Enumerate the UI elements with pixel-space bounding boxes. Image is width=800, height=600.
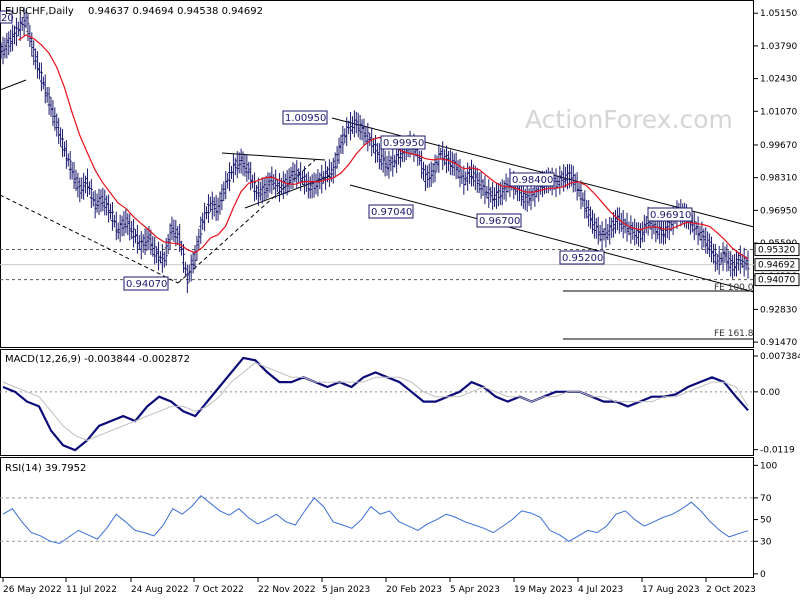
annotation-label: 0.95200 — [562, 253, 603, 264]
macd-y-tick-label: -0.0119 — [760, 446, 795, 456]
annotation-box — [368, 204, 414, 219]
corner-label: 20 — [1, 13, 14, 24]
macd-line — [2, 356, 749, 452]
x-tick-label: 22 Nov 2022 — [258, 585, 316, 595]
annotation-box — [476, 213, 522, 228]
y-tick-label: 0.91470 — [760, 338, 797, 348]
y-tick-label: 1.03790 — [760, 42, 797, 52]
rsi-y-tick-label: 50 — [760, 516, 772, 526]
y-tick-label: 1.01070 — [760, 107, 797, 117]
early-trendline — [0, 79, 27, 91]
rsi-title: RSI(14) 39.7952 — [5, 463, 86, 474]
x-tick-label: 2 Oct 2023 — [706, 585, 756, 595]
rsi-y-tick-label: 70 — [760, 494, 772, 504]
macd-panel-frame — [0, 349, 754, 456]
channel-lower-line — [349, 184, 755, 293]
x-tick-label: 5 Jan 2023 — [322, 585, 370, 595]
dashed-rebound-line — [177, 159, 316, 284]
y-tick-label: 0.96950 — [760, 206, 797, 216]
rsi-y-tick-label: 0 — [760, 570, 766, 580]
x-tick-label: 20 Feb 2023 — [386, 585, 442, 595]
header-symbol: EURCHF,Daily — [5, 6, 74, 17]
x-tick-label: 26 May 2022 — [3, 585, 62, 595]
annotation-label: 0.99950 — [383, 138, 424, 149]
watermark: ActionForex.com — [525, 105, 733, 134]
annotation-box — [509, 172, 555, 187]
dashed-support-line — [0, 194, 179, 284]
price-levels — [0, 249, 754, 281]
corner-label-box — [0, 10, 13, 24]
x-tick-label: 19 May 2023 — [514, 585, 573, 595]
rsi-panel-frame — [0, 457, 754, 578]
macd-title: MACD(12,26,9) -0.003844 -0.002872 — [5, 354, 190, 365]
x-tick-label: 24 Aug 2022 — [131, 585, 189, 595]
y-tick-label: 1.05150 — [760, 9, 797, 19]
macd-signal-line — [2, 362, 749, 441]
macd-y-tick-label: 0.00 — [760, 388, 780, 398]
y-tick-label: 0.92830 — [760, 305, 797, 315]
x-tick-label: 11 Jul 2022 — [66, 585, 117, 595]
annotation-box — [380, 135, 426, 150]
rsi-y-tick-label: 100 — [760, 461, 777, 471]
price-label-current: 0.94692 — [758, 261, 795, 271]
y-tick-label: 0.99670 — [760, 141, 797, 151]
price-label-level: 0.94070 — [758, 276, 795, 286]
annotation-box — [282, 110, 328, 125]
y-tick-label: 0.98310 — [760, 174, 797, 184]
rsi-axis: 100 70 50 30 0 — [754, 461, 777, 580]
price-bars — [0, 7, 750, 294]
annotation-label: 1.00950 — [285, 113, 326, 124]
annotation-box — [559, 250, 605, 265]
x-tick-label: 17 Aug 2023 — [642, 585, 700, 595]
price-label-level: 0.95320 — [758, 246, 795, 256]
x-tick-label: 4 Jul 2023 — [578, 585, 623, 595]
annotation-label: 0.98400 — [512, 175, 553, 186]
macd-axis: 0.007384 0.00 -0.0119 — [754, 352, 800, 456]
y-tick-label: 1.02430 — [760, 75, 797, 85]
rsi-line — [2, 495, 749, 545]
annotation-label: 0.96700 — [479, 216, 520, 227]
x-tick-label: 7 Oct 2022 — [194, 585, 244, 595]
header-ohlc: 0.94637 0.94694 0.94538 0.94692 — [88, 6, 263, 17]
price-label-current-box — [754, 258, 800, 272]
price-panel-frame — [0, 0, 754, 348]
fe100-label: FE 100.0 — [714, 283, 754, 293]
x-tick-label: 5 Apr 2023 — [450, 585, 500, 595]
annotation-label: 0.94070 — [126, 279, 167, 290]
annotation-label: 0.97040 — [371, 207, 412, 218]
annotation-box — [123, 276, 169, 291]
x-axis: 26 May 2022 11 Jul 2022 24 Aug 2022 7 Oct 2… — [2, 578, 756, 595]
annotation-label: 0.96910 — [650, 210, 691, 221]
price-annotations: 1.00950 0.99950 0.98400 0.97040 0.96700 0.969… — [0, 10, 693, 291]
macd-y-tick-label: 0.007384 — [760, 352, 800, 362]
price-label-level-box — [754, 243, 800, 257]
annotation-box — [647, 207, 693, 222]
price-axis: 1.05150 1.03790 1.02430 1.01070 0.99670 0.983… — [754, 9, 800, 348]
price-label-level-box — [754, 273, 800, 287]
rsi-line — [2, 495, 749, 545]
rsi-y-tick-label: 30 — [760, 537, 772, 547]
fe161-label: FE 161.8 — [714, 329, 754, 339]
macd-lines — [2, 356, 749, 452]
panel-frames — [0, 0, 754, 578]
